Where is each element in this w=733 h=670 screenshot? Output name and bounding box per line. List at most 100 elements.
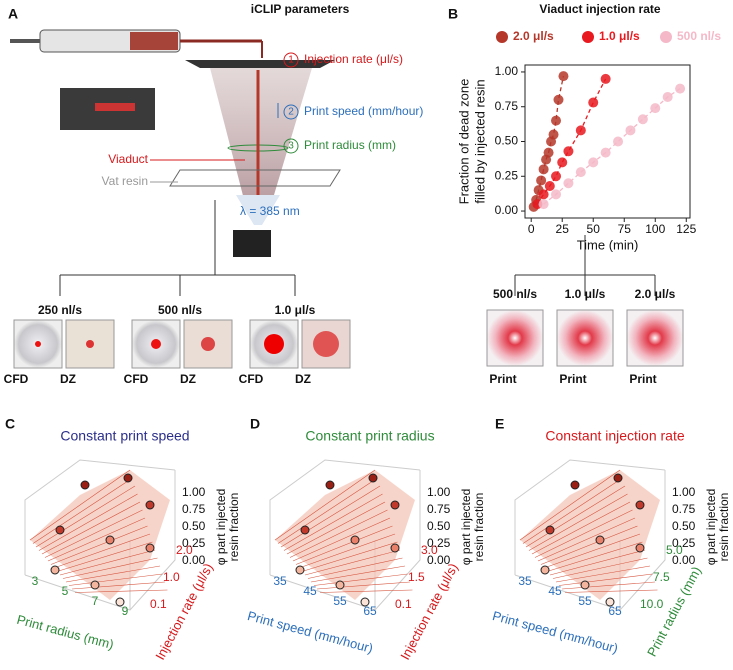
surface-plot bbox=[269, 459, 421, 611]
y-tick-label: 0.25 bbox=[495, 168, 519, 182]
sample-point bbox=[90, 580, 100, 590]
surface-mesh bbox=[298, 533, 396, 569]
x-tick-label: 100 bbox=[645, 222, 665, 236]
sample-point bbox=[570, 480, 580, 490]
x-tick-label: 9 bbox=[122, 604, 129, 618]
y-tick-label: 0.00 bbox=[495, 203, 519, 217]
panel-title: iCLIP parameters bbox=[251, 2, 350, 16]
sample-point bbox=[55, 525, 65, 535]
surface-mesh bbox=[549, 549, 646, 576]
z-tick-label: 0.25 bbox=[672, 536, 696, 550]
x-tick-label: 55 bbox=[578, 594, 592, 608]
surface-mesh bbox=[277, 477, 378, 544]
param-text: Print radius (mm) bbox=[304, 138, 396, 152]
y-tick-label: 1.5 bbox=[408, 570, 425, 584]
param-number: 1 bbox=[288, 55, 294, 66]
surface-mesh bbox=[32, 477, 133, 544]
surface-mesh bbox=[522, 477, 623, 544]
y-tick-label: 3.0 bbox=[421, 543, 438, 557]
image-label: DZ bbox=[295, 372, 311, 386]
sample-point bbox=[545, 525, 555, 535]
surface-mesh bbox=[38, 493, 138, 551]
x-tick-label: 65 bbox=[608, 604, 622, 618]
sample-point bbox=[360, 597, 370, 607]
sample-point bbox=[115, 597, 125, 607]
z-axis-label: φ part injected bbox=[704, 489, 718, 566]
sample-point bbox=[145, 543, 155, 553]
legend-label: 1.0 μl/s bbox=[599, 29, 640, 43]
panel-label: B bbox=[448, 6, 458, 22]
surface-mesh bbox=[292, 517, 391, 562]
data-point bbox=[536, 175, 547, 186]
surface-mesh bbox=[274, 469, 376, 541]
wavelength-label: λ = 385 nm bbox=[240, 204, 300, 218]
surface-mesh bbox=[74, 589, 168, 593]
sample-point bbox=[105, 535, 115, 545]
image-label: DZ bbox=[60, 372, 76, 386]
x-axis-label: Print speed (mm/hour) bbox=[246, 608, 375, 656]
param-number: 3 bbox=[288, 141, 294, 152]
x-tick-label: 0 bbox=[528, 222, 535, 236]
rate-label: 1.0 μl/s bbox=[275, 303, 316, 317]
surface-plot bbox=[24, 459, 176, 611]
surface-mesh bbox=[313, 573, 408, 586]
sample-point bbox=[605, 597, 615, 607]
surface-mesh bbox=[543, 533, 641, 569]
viaduct-label: Viaduct bbox=[108, 152, 148, 166]
z-tick-label: 0.75 bbox=[427, 502, 451, 516]
z-axis-label: resin fraction bbox=[227, 493, 241, 562]
surface-mesh bbox=[319, 589, 413, 593]
surface-mesh bbox=[555, 565, 651, 583]
param-text: Injection rate (μl/s) bbox=[304, 52, 403, 66]
surface-mesh bbox=[59, 549, 156, 576]
sample-point bbox=[540, 565, 550, 575]
data-point bbox=[575, 125, 586, 136]
x-tick-label: 50 bbox=[587, 222, 601, 236]
panel-title: Constant print radius bbox=[305, 428, 434, 444]
data-point bbox=[557, 157, 568, 168]
data-point bbox=[558, 71, 569, 82]
y-axis-label: Injection rate (μl/s) bbox=[397, 561, 461, 663]
sample-point bbox=[325, 480, 335, 490]
x-axis-label: Time (min) bbox=[577, 237, 639, 252]
data-point bbox=[551, 189, 562, 200]
surface bbox=[30, 470, 170, 600]
x-tick-label: 7 bbox=[92, 594, 99, 608]
y-axis-label: Fraction of dead zone bbox=[456, 79, 471, 205]
surface-mesh bbox=[564, 589, 658, 593]
x-axis-label: Print speed (mm/hour) bbox=[491, 608, 620, 656]
legend-label: 2.0 μl/s bbox=[513, 29, 554, 43]
data-point bbox=[588, 97, 599, 108]
sample-point bbox=[368, 473, 378, 483]
rate-label: 2.0 μl/s bbox=[635, 287, 676, 301]
x-tick-label: 3 bbox=[32, 574, 39, 588]
data-point bbox=[662, 91, 673, 102]
surface-mesh bbox=[62, 557, 158, 579]
panel-title: Constant injection rate bbox=[545, 428, 685, 444]
surface-mesh bbox=[552, 557, 648, 579]
legend-marker bbox=[660, 31, 672, 43]
data-point bbox=[650, 103, 661, 114]
surface-mesh bbox=[301, 541, 398, 572]
sample-point bbox=[635, 500, 645, 510]
surface-plot bbox=[514, 459, 666, 611]
x-tick-label: 125 bbox=[676, 222, 696, 236]
y-tick-label: 0.1 bbox=[150, 597, 167, 611]
surface-mesh bbox=[56, 541, 153, 572]
surface-mesh bbox=[53, 533, 151, 569]
legend-label: 500 nl/s bbox=[677, 29, 721, 43]
sample-point bbox=[350, 535, 360, 545]
z-tick-label: 0.00 bbox=[672, 553, 696, 567]
z-tick-label: 0.00 bbox=[427, 553, 451, 567]
data-point bbox=[551, 115, 562, 126]
image-label: Print bbox=[559, 372, 586, 386]
data-point bbox=[538, 199, 549, 210]
data-point bbox=[600, 147, 611, 158]
sample-point bbox=[123, 473, 133, 483]
y-axis-label: Injection rate (μl/s) bbox=[152, 561, 216, 663]
x-tick-label: 65 bbox=[363, 604, 377, 618]
z-tick-label: 0.50 bbox=[182, 519, 206, 533]
z-tick-label: 1.00 bbox=[182, 485, 206, 499]
panel-label: A bbox=[8, 6, 18, 22]
